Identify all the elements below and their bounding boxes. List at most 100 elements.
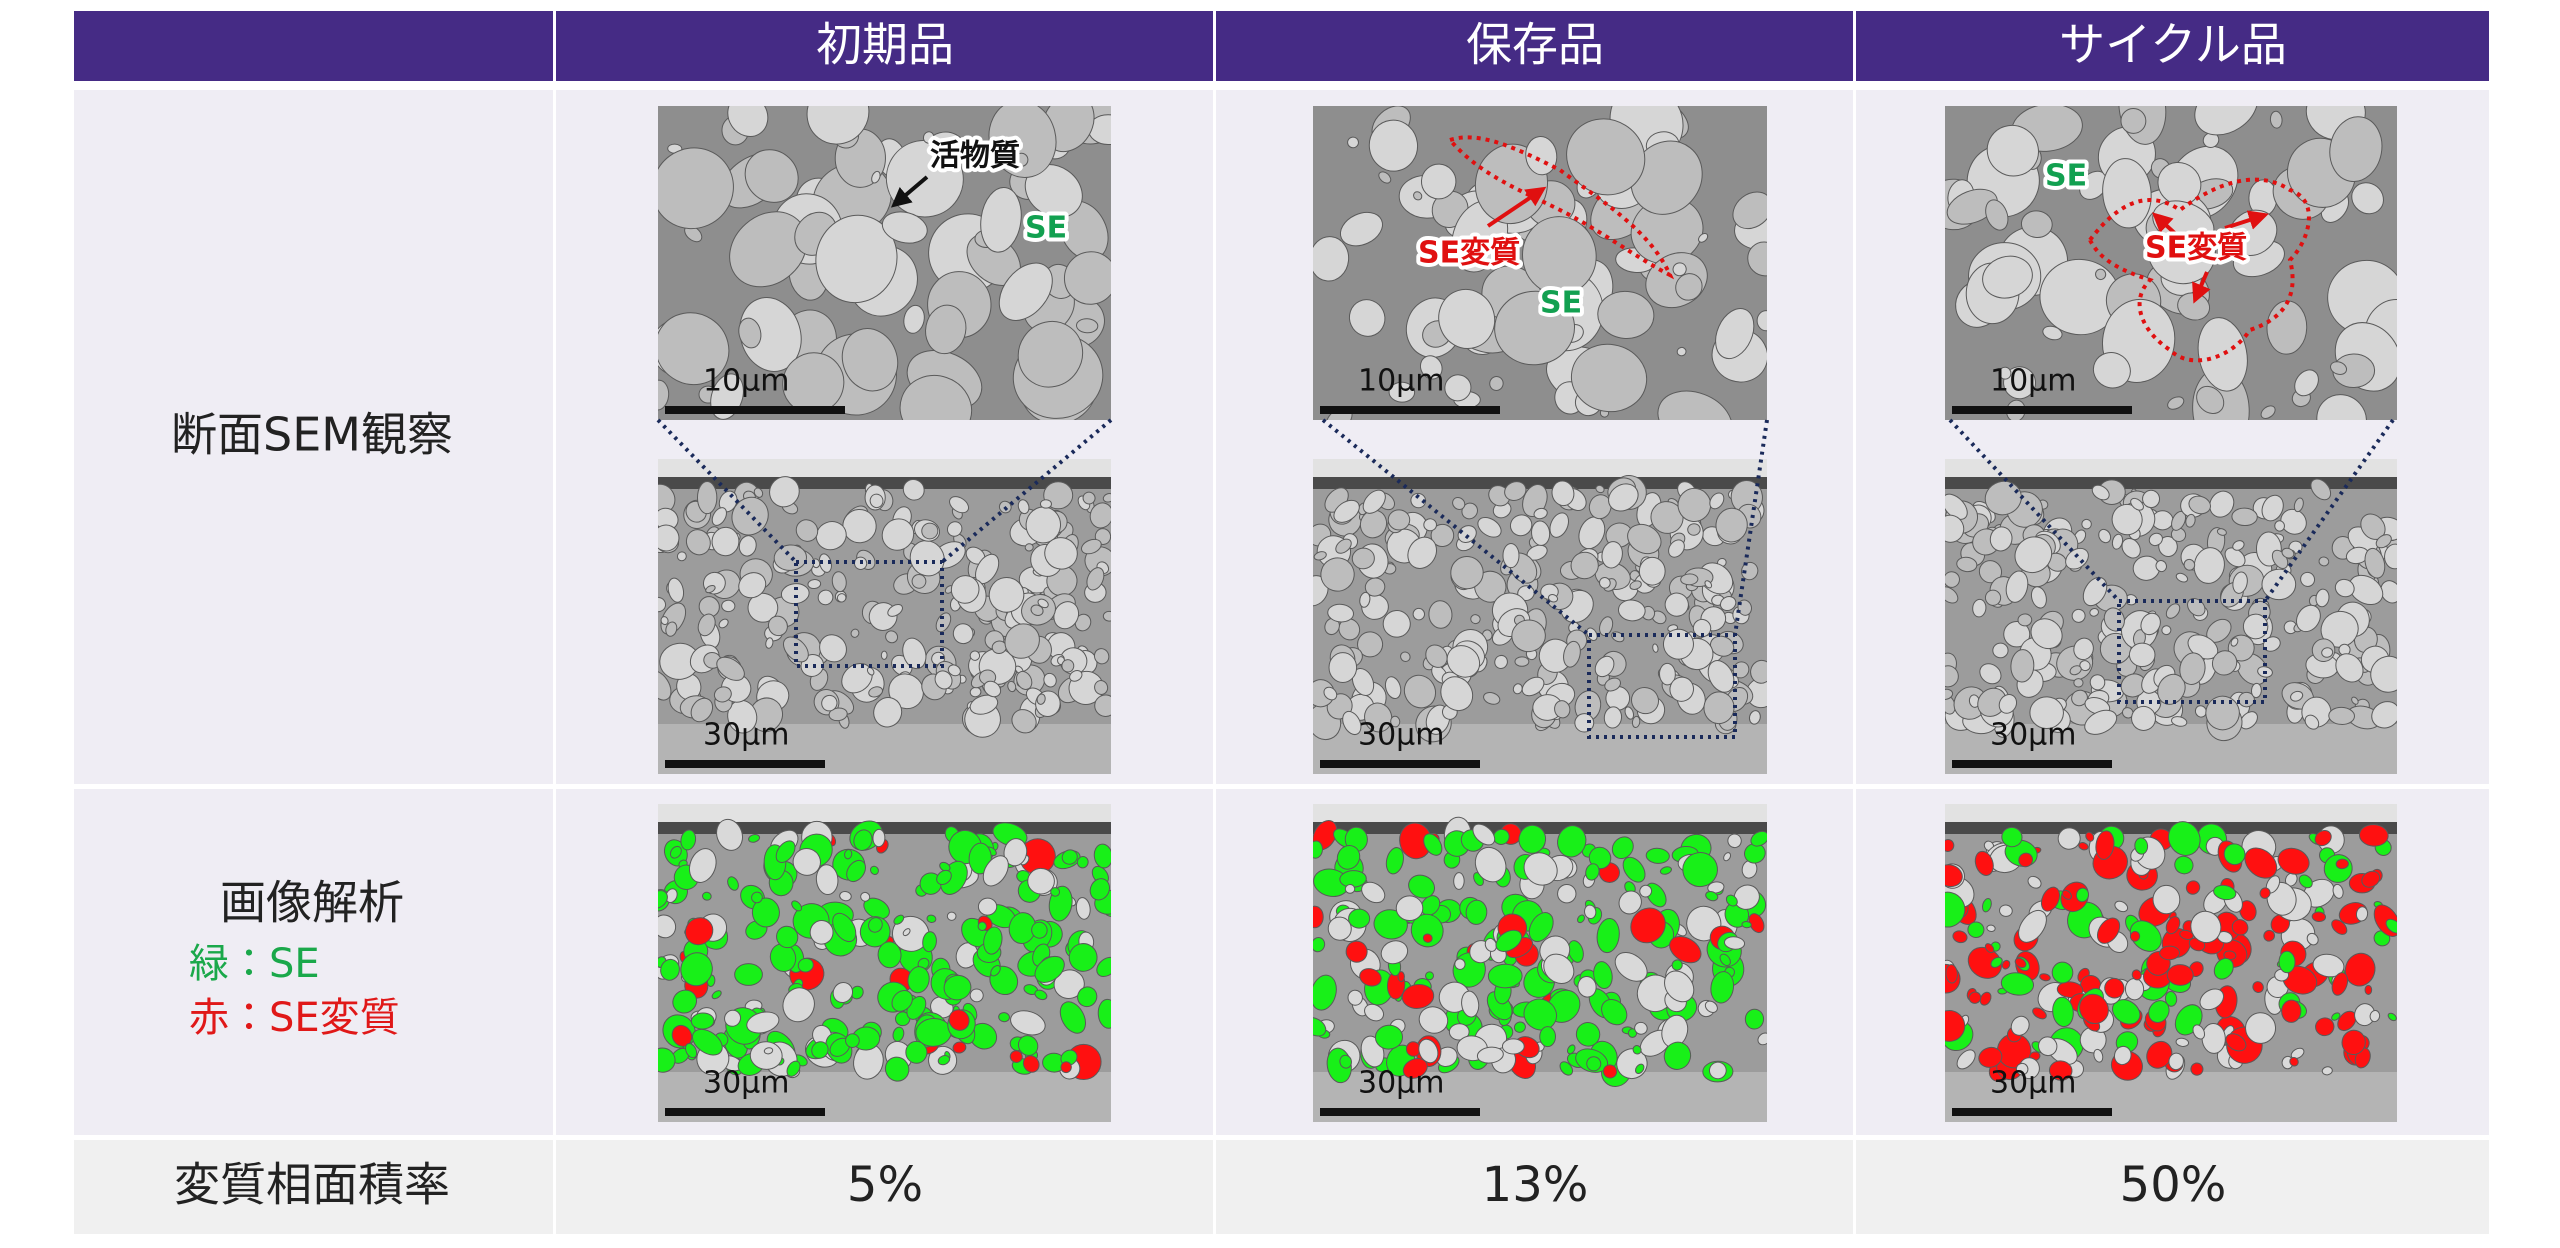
particle	[1418, 1038, 1439, 1064]
particle	[2166, 964, 2194, 986]
particle	[1454, 958, 1466, 970]
particle	[2338, 643, 2351, 656]
particle	[660, 616, 669, 626]
particle	[2259, 887, 2271, 899]
particle	[2015, 1062, 2029, 1076]
sem-image: 10µm	[658, 106, 1111, 420]
particle	[1102, 610, 1111, 622]
particle	[1335, 538, 1352, 554]
particle	[1342, 710, 1362, 736]
particle	[1380, 940, 1409, 965]
particle	[2165, 603, 2181, 619]
particle	[2223, 843, 2246, 866]
image-content	[658, 106, 1111, 420]
particle	[1563, 640, 1581, 668]
particle	[1359, 968, 1382, 987]
particle	[749, 1041, 783, 1070]
particle	[744, 149, 799, 203]
particle	[1604, 677, 1621, 692]
particle	[1336, 845, 1361, 870]
particle	[2000, 972, 2035, 996]
particle	[763, 1047, 774, 1055]
particle	[1631, 715, 1641, 728]
particle	[1533, 507, 1548, 520]
particle	[2238, 691, 2255, 708]
particle	[2300, 571, 2316, 587]
cell	[74, 90, 553, 784]
particle	[658, 670, 672, 701]
particle	[2213, 884, 2237, 901]
particle	[2314, 829, 2332, 847]
particle	[751, 891, 763, 904]
particle	[1323, 686, 1338, 701]
particle	[2017, 613, 2033, 627]
particle	[1603, 706, 1623, 729]
particle	[696, 480, 718, 515]
particle	[701, 891, 712, 901]
particle	[871, 170, 881, 184]
scale-label: 30µm	[1990, 1066, 2076, 1101]
particle	[842, 508, 877, 544]
particle	[881, 518, 915, 551]
particle	[1677, 487, 1712, 522]
particle	[1419, 355, 1443, 380]
particle	[1650, 501, 1684, 534]
particle	[1632, 1045, 1642, 1055]
scale-label: 10µm	[1990, 364, 2076, 399]
particle	[2121, 537, 2141, 559]
particle	[2290, 690, 2304, 702]
particle	[1403, 674, 1437, 709]
particle	[1984, 943, 1995, 954]
particle	[1608, 483, 1639, 512]
particle	[1474, 846, 1507, 883]
header-cell	[556, 11, 1213, 81]
image-content	[1313, 459, 1767, 774]
particle	[845, 1033, 860, 1049]
particle	[2239, 900, 2257, 922]
particle	[765, 637, 774, 649]
particle	[2042, 325, 2063, 341]
scale-bar	[1952, 760, 2112, 768]
surface	[658, 459, 1111, 481]
particle	[881, 211, 928, 244]
particle	[2316, 394, 2367, 420]
particle	[1093, 648, 1110, 665]
particle	[1094, 680, 1109, 695]
particle	[1328, 652, 1358, 683]
sem-image: 30µm	[658, 804, 1111, 1122]
particle	[1945, 514, 1965, 543]
particle	[1639, 884, 1653, 898]
particle	[2274, 520, 2285, 532]
particle	[1044, 537, 1078, 570]
particle	[1974, 850, 1994, 876]
particle	[1076, 855, 1089, 869]
particle	[1707, 660, 1735, 693]
particle	[934, 670, 953, 690]
sem-image: 30µm	[1945, 459, 2397, 774]
particle	[716, 818, 743, 851]
particle	[2370, 655, 2397, 693]
particle	[1378, 171, 1392, 184]
particle	[1385, 847, 1404, 875]
particle	[1945, 586, 1959, 604]
particle	[2239, 711, 2258, 730]
arrow	[2192, 271, 2211, 304]
header-row: 初期品 保存品 サイクル品	[74, 11, 2489, 81]
particle	[2084, 709, 2118, 735]
particle	[2129, 920, 2162, 952]
area-ratio: 13%	[1482, 1157, 1589, 1213]
particle	[1017, 499, 1030, 515]
particle	[1093, 843, 1111, 869]
particle	[998, 262, 1053, 321]
particle	[907, 966, 930, 994]
particle	[2244, 847, 2278, 879]
particle	[1063, 251, 1111, 305]
particle	[1981, 897, 1992, 913]
particle	[1638, 556, 1666, 586]
current-collector	[1313, 477, 1767, 489]
column-header: 初期品	[816, 18, 954, 72]
header-cell	[1216, 11, 1853, 81]
particle	[1687, 523, 1701, 536]
particle	[1586, 1056, 1602, 1072]
particle	[775, 840, 796, 863]
